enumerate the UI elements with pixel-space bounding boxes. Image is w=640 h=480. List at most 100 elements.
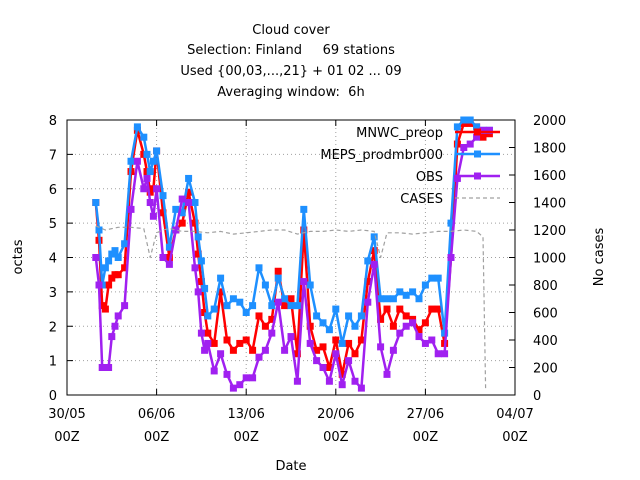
point-MEPS_prodmbr000-54 [389, 295, 397, 303]
y-tick-label-4: 4 [49, 252, 57, 267]
point-OBS-39 [293, 377, 301, 385]
point-OBS-51 [370, 260, 378, 268]
point-OBS-26 [210, 367, 218, 375]
legend-marker-OBS [474, 172, 481, 180]
point-OBS-50 [364, 298, 372, 306]
point-MEPS_prodmbr000-4 [105, 257, 113, 265]
point-OBS-25 [204, 339, 212, 347]
point-MEPS_prodmbr000-16 [159, 192, 167, 200]
point-OBS-24 [201, 346, 209, 354]
point-MEPS_prodmbr000-48 [351, 322, 359, 330]
point-MNWC_preop-52 [377, 315, 385, 323]
point-MEPS_prodmbr000-65 [460, 116, 468, 124]
point-MEPS_prodmbr000-29 [229, 295, 237, 303]
x-tick-label-5: 04/07 [496, 407, 533, 422]
point-MEPS_prodmbr000-46 [338, 339, 346, 347]
y2-tick-label-2: 400 [533, 334, 558, 349]
y2-tick-label-8: 1600 [533, 169, 566, 184]
legend-marker-MEPS_prodmbr000 [474, 150, 481, 158]
x-tick-label-1: 06/06 [138, 407, 175, 422]
x-tick-sublabel-0: 00Z [54, 430, 80, 445]
point-MNWC_preop-68 [479, 133, 487, 141]
point-OBS-22 [194, 288, 202, 296]
point-OBS-62 [441, 350, 449, 358]
point-MEPS_prodmbr000-30 [236, 298, 244, 306]
point-MEPS_prodmbr000-19 [178, 209, 186, 217]
point-OBS-23 [197, 329, 205, 337]
point-MEPS_prodmbr000-59 [421, 281, 429, 289]
point-MEPS_prodmbr000-38 [287, 302, 295, 310]
point-OBS-0 [92, 254, 100, 261]
y2-tick-label-1: 200 [533, 362, 558, 377]
point-MEPS_prodmbr000-53 [383, 295, 391, 303]
legend-label-MNWC_preop: MNWC_preop [356, 126, 443, 141]
point-MEPS_prodmbr000-22 [194, 233, 202, 241]
point-MNWC_preop-21 [191, 219, 199, 227]
point-MEPS_prodmbr000-51 [370, 233, 378, 241]
title-line-3: Used {00,03,...,21} + 01 02 ... 09 [180, 64, 401, 79]
y-tick-label-6: 6 [49, 183, 57, 198]
y2-tick-label-3: 600 [533, 307, 558, 322]
point-MEPS_prodmbr000-55 [396, 288, 404, 296]
point-MNWC_preop-26 [210, 339, 218, 347]
point-OBS-18 [172, 226, 180, 234]
point-OBS-61 [434, 350, 442, 358]
point-MEPS_prodmbr000-15 [153, 147, 161, 155]
point-MEPS_prodmbr000-61 [434, 274, 442, 282]
point-MNWC_preop-41 [306, 322, 314, 330]
x-tick-sublabel-3: 00Z [323, 430, 349, 445]
point-MEPS_prodmbr000-21 [191, 199, 199, 206]
point-OBS-27 [217, 350, 225, 358]
point-OBS-54 [389, 346, 397, 354]
x-tick-label-0: 30/05 [48, 407, 85, 422]
point-MEPS_prodmbr000-3 [101, 264, 109, 272]
point-OBS-43 [319, 364, 327, 371]
y-tick-label-7: 7 [49, 148, 57, 163]
legend-marker-MNWC_preop [474, 128, 481, 136]
point-MNWC_preop-31 [242, 336, 250, 344]
point-MNWC_preop-40 [300, 226, 308, 234]
y2-tick-label-4: 800 [533, 279, 558, 294]
point-OBS-9 [127, 205, 135, 213]
x-tick-sublabel-2: 00Z [233, 430, 259, 445]
point-OBS-55 [396, 329, 404, 337]
point-MEPS_prodmbr000-34 [261, 281, 269, 289]
point-MEPS_prodmbr000-49 [357, 312, 365, 320]
point-OBS-68 [479, 126, 487, 134]
point-MEPS_prodmbr000-6 [111, 247, 119, 255]
point-MNWC_preop-29 [229, 346, 237, 354]
point-MNWC_preop-48 [351, 350, 359, 358]
point-MNWC_preop-43 [319, 343, 327, 351]
point-MNWC_preop-28 [223, 336, 231, 344]
point-OBS-37 [281, 346, 289, 354]
y-tick-label-1: 1 [49, 355, 57, 370]
point-MNWC_preop-55 [396, 305, 404, 313]
point-MNWC_preop-50 [364, 278, 372, 286]
point-MNWC_preop-61 [434, 305, 442, 313]
point-MNWC_preop-17 [165, 254, 173, 261]
point-MEPS_prodmbr000-40 [300, 205, 308, 213]
chart-title: Cloud cover Selection: Finland 69 statio… [180, 23, 401, 100]
point-OBS-29 [229, 384, 237, 392]
title-line-2: Selection: Finland 69 stations [187, 43, 395, 58]
point-MEPS_prodmbr000-63 [447, 219, 455, 227]
point-OBS-36 [274, 298, 282, 306]
point-MEPS_prodmbr000-24 [201, 284, 209, 292]
point-OBS-30 [236, 381, 244, 389]
point-OBS-10 [133, 157, 141, 165]
legend-label-CASES: CASES [400, 192, 443, 207]
y-tick-label-0: 0 [49, 389, 57, 404]
point-MNWC_preop-16 [159, 209, 167, 217]
point-MEPS_prodmbr000-10 [133, 123, 141, 131]
point-MNWC_preop-54 [389, 322, 397, 330]
point-MEPS_prodmbr000-36 [274, 274, 282, 282]
point-OBS-35 [268, 329, 276, 337]
point-MEPS_prodmbr000-43 [319, 319, 327, 327]
point-MEPS_prodmbr000-62 [441, 329, 449, 337]
point-OBS-69 [485, 126, 493, 134]
point-OBS-28 [223, 370, 231, 378]
point-OBS-14 [149, 212, 157, 220]
x-tick-sublabel-1: 00Z [144, 430, 170, 445]
point-MEPS_prodmbr000-56 [402, 291, 410, 299]
point-MNWC_preop-42 [313, 346, 321, 354]
